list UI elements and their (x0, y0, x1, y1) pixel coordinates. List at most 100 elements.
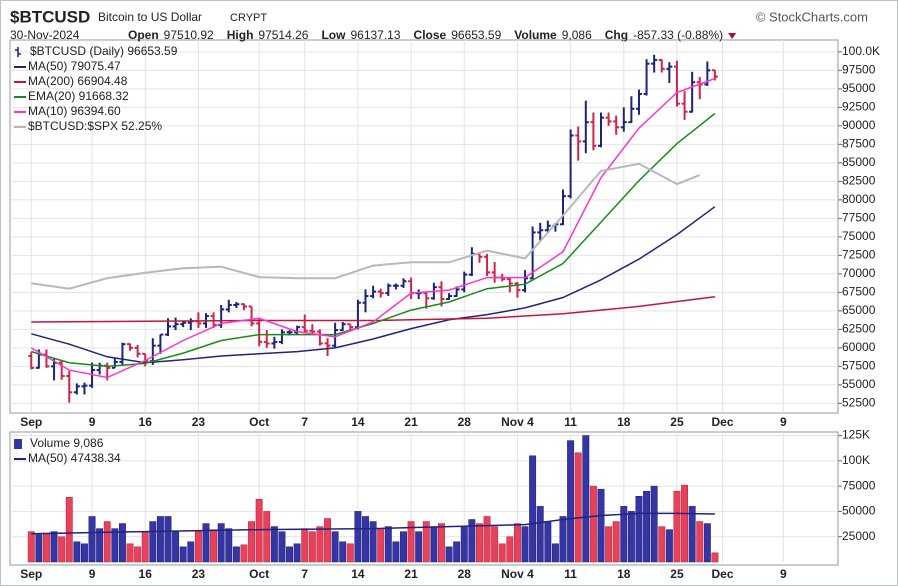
volume-bar (468, 519, 476, 563)
volume-bar (521, 526, 529, 563)
x-tick-label: 7 (301, 415, 308, 429)
volume-bar (210, 529, 218, 563)
volume-bar (369, 521, 377, 563)
y-tick-label: 125K (842, 428, 870, 442)
volume-bar (278, 531, 286, 563)
x-tick-label: Sep (20, 567, 42, 581)
quote-label: High (227, 28, 254, 42)
volume-bar (574, 452, 582, 563)
volume-bar (711, 552, 719, 563)
x-tick-label: 9 (780, 415, 787, 429)
legend-label: MA(200) 66904.48 (28, 74, 128, 88)
volume-bar (582, 435, 590, 563)
y-tick-label: 92500 (842, 100, 876, 114)
volume-bar (194, 531, 202, 563)
price-panel (9, 39, 839, 414)
volume-bar (377, 528, 385, 563)
volume-bar (445, 546, 453, 563)
quote-value: 97510.92 (164, 28, 214, 42)
volume-bar (35, 534, 43, 563)
volume-bar (597, 488, 605, 563)
y-tick-label: 90000 (842, 118, 876, 132)
source: © StockCharts.com (756, 9, 868, 24)
volume-bar (73, 541, 81, 563)
volume-bar (58, 536, 66, 563)
volume-bar (567, 440, 575, 563)
x-tick-label: 21 (404, 567, 418, 581)
volume-bar (612, 521, 620, 563)
volume-bar (506, 536, 514, 563)
legend-label: MA(10) 96394.60 (28, 104, 121, 118)
y-tick-label: 50000 (842, 504, 876, 518)
volume-bar (703, 523, 711, 563)
volume-bar (301, 528, 309, 563)
y-tick-label: 75000 (842, 229, 876, 243)
volume-bar (88, 516, 96, 563)
volume-bar (529, 455, 537, 563)
y-tick-label: 82500 (842, 174, 876, 188)
volume-bar (270, 526, 278, 563)
legend-icon (14, 439, 22, 449)
quote-label: Close (414, 28, 447, 42)
y-tick-label: 97500 (842, 63, 876, 77)
x-tick-label: Dec (712, 567, 734, 581)
change-arrow (728, 33, 737, 39)
volume-bar (696, 521, 704, 563)
volume-bar (225, 528, 233, 563)
legend-label: MA(50) 79075.47 (28, 59, 121, 73)
x-tick-label: 11 (564, 567, 577, 581)
volume-bar (483, 516, 491, 563)
volume-bar (103, 521, 111, 563)
x-tick-label: 28 (458, 415, 472, 429)
volume-bar (118, 523, 126, 563)
date: 30-Nov-2024 (10, 28, 80, 42)
volume-bar (96, 528, 104, 563)
series-line (31, 162, 701, 290)
quote-value: 96137.13 (350, 28, 400, 42)
quote-value: 9,086 (562, 28, 592, 42)
x-tick-label: 28 (458, 567, 472, 581)
series-line (31, 296, 715, 323)
x-tick-label: 14 (351, 567, 365, 581)
quote-value: 97514.26 (258, 28, 308, 42)
legend-label: Volume 9,086 (30, 436, 104, 450)
volume-bar (331, 531, 339, 563)
volume-bar (339, 541, 347, 563)
x-tick-label: 18 (617, 415, 631, 429)
y-tick-label: 25000 (842, 529, 876, 543)
volume-bar (491, 526, 499, 563)
x-tick-label: 21 (404, 415, 418, 429)
x-tick-label: 9 (89, 415, 96, 429)
volume-bar (156, 516, 164, 563)
y-tick-label: 87500 (842, 137, 876, 151)
volume-bar (111, 528, 119, 563)
volume-bar (392, 541, 400, 563)
symbol: $BTCUSD (10, 7, 90, 26)
series-line (30, 77, 716, 379)
volume-bar (536, 506, 544, 563)
volume-bar (438, 523, 445, 563)
y-tick-label: 100K (842, 453, 870, 467)
volume-bar (627, 511, 635, 563)
volume-bar (240, 544, 248, 563)
legend-label: $BTCUSD:$SPX 52.25% (28, 119, 162, 133)
x-tick-label: 9 (780, 567, 787, 581)
volume-bar (179, 546, 187, 563)
x-tick-label: Sep (20, 415, 42, 429)
volume-bar (134, 546, 142, 563)
volume-bar (635, 495, 643, 563)
volume-bar (544, 521, 552, 563)
volume-bar (559, 516, 567, 563)
series-line (31, 112, 716, 368)
x-tick-label: 25 (670, 415, 684, 429)
y-tick-label: 75000 (842, 478, 876, 492)
volume-bar (430, 526, 438, 563)
volume-bar (164, 516, 172, 563)
quote-label: Volume (514, 28, 557, 42)
x-tick-label: 7 (301, 567, 308, 581)
volume-bar (650, 485, 658, 563)
volume-bar (172, 531, 180, 563)
y-tick-label: 52500 (842, 396, 876, 410)
y-tick-label: 100.0K (842, 44, 880, 58)
y-tick-label: 55000 (842, 377, 876, 391)
